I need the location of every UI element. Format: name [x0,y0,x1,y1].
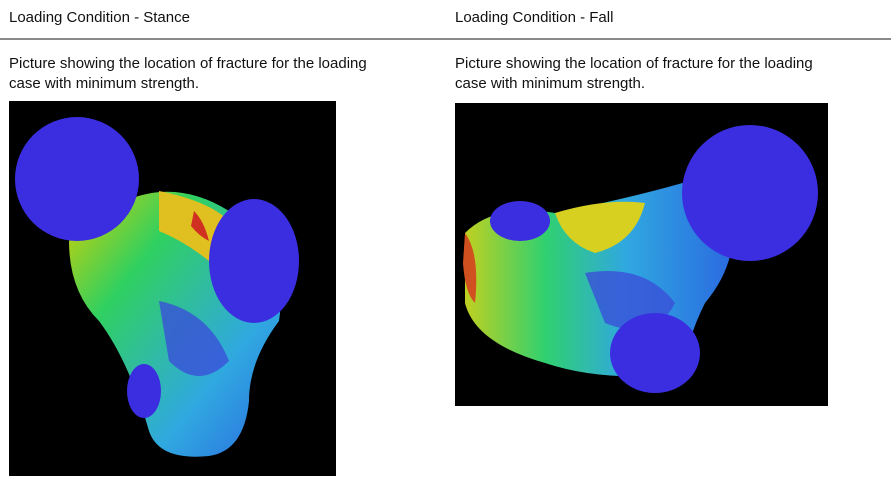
caption: Picture showing the location of fracture… [9,55,367,92]
section-heading: Loading Condition - Fall [455,9,614,26]
divider [0,38,891,40]
fracture-image-fall [455,103,828,406]
caption: Picture showing the location of fracture… [455,55,813,92]
section-heading: Loading Condition - Stance [9,9,190,26]
fracture-image-stance [9,101,336,476]
